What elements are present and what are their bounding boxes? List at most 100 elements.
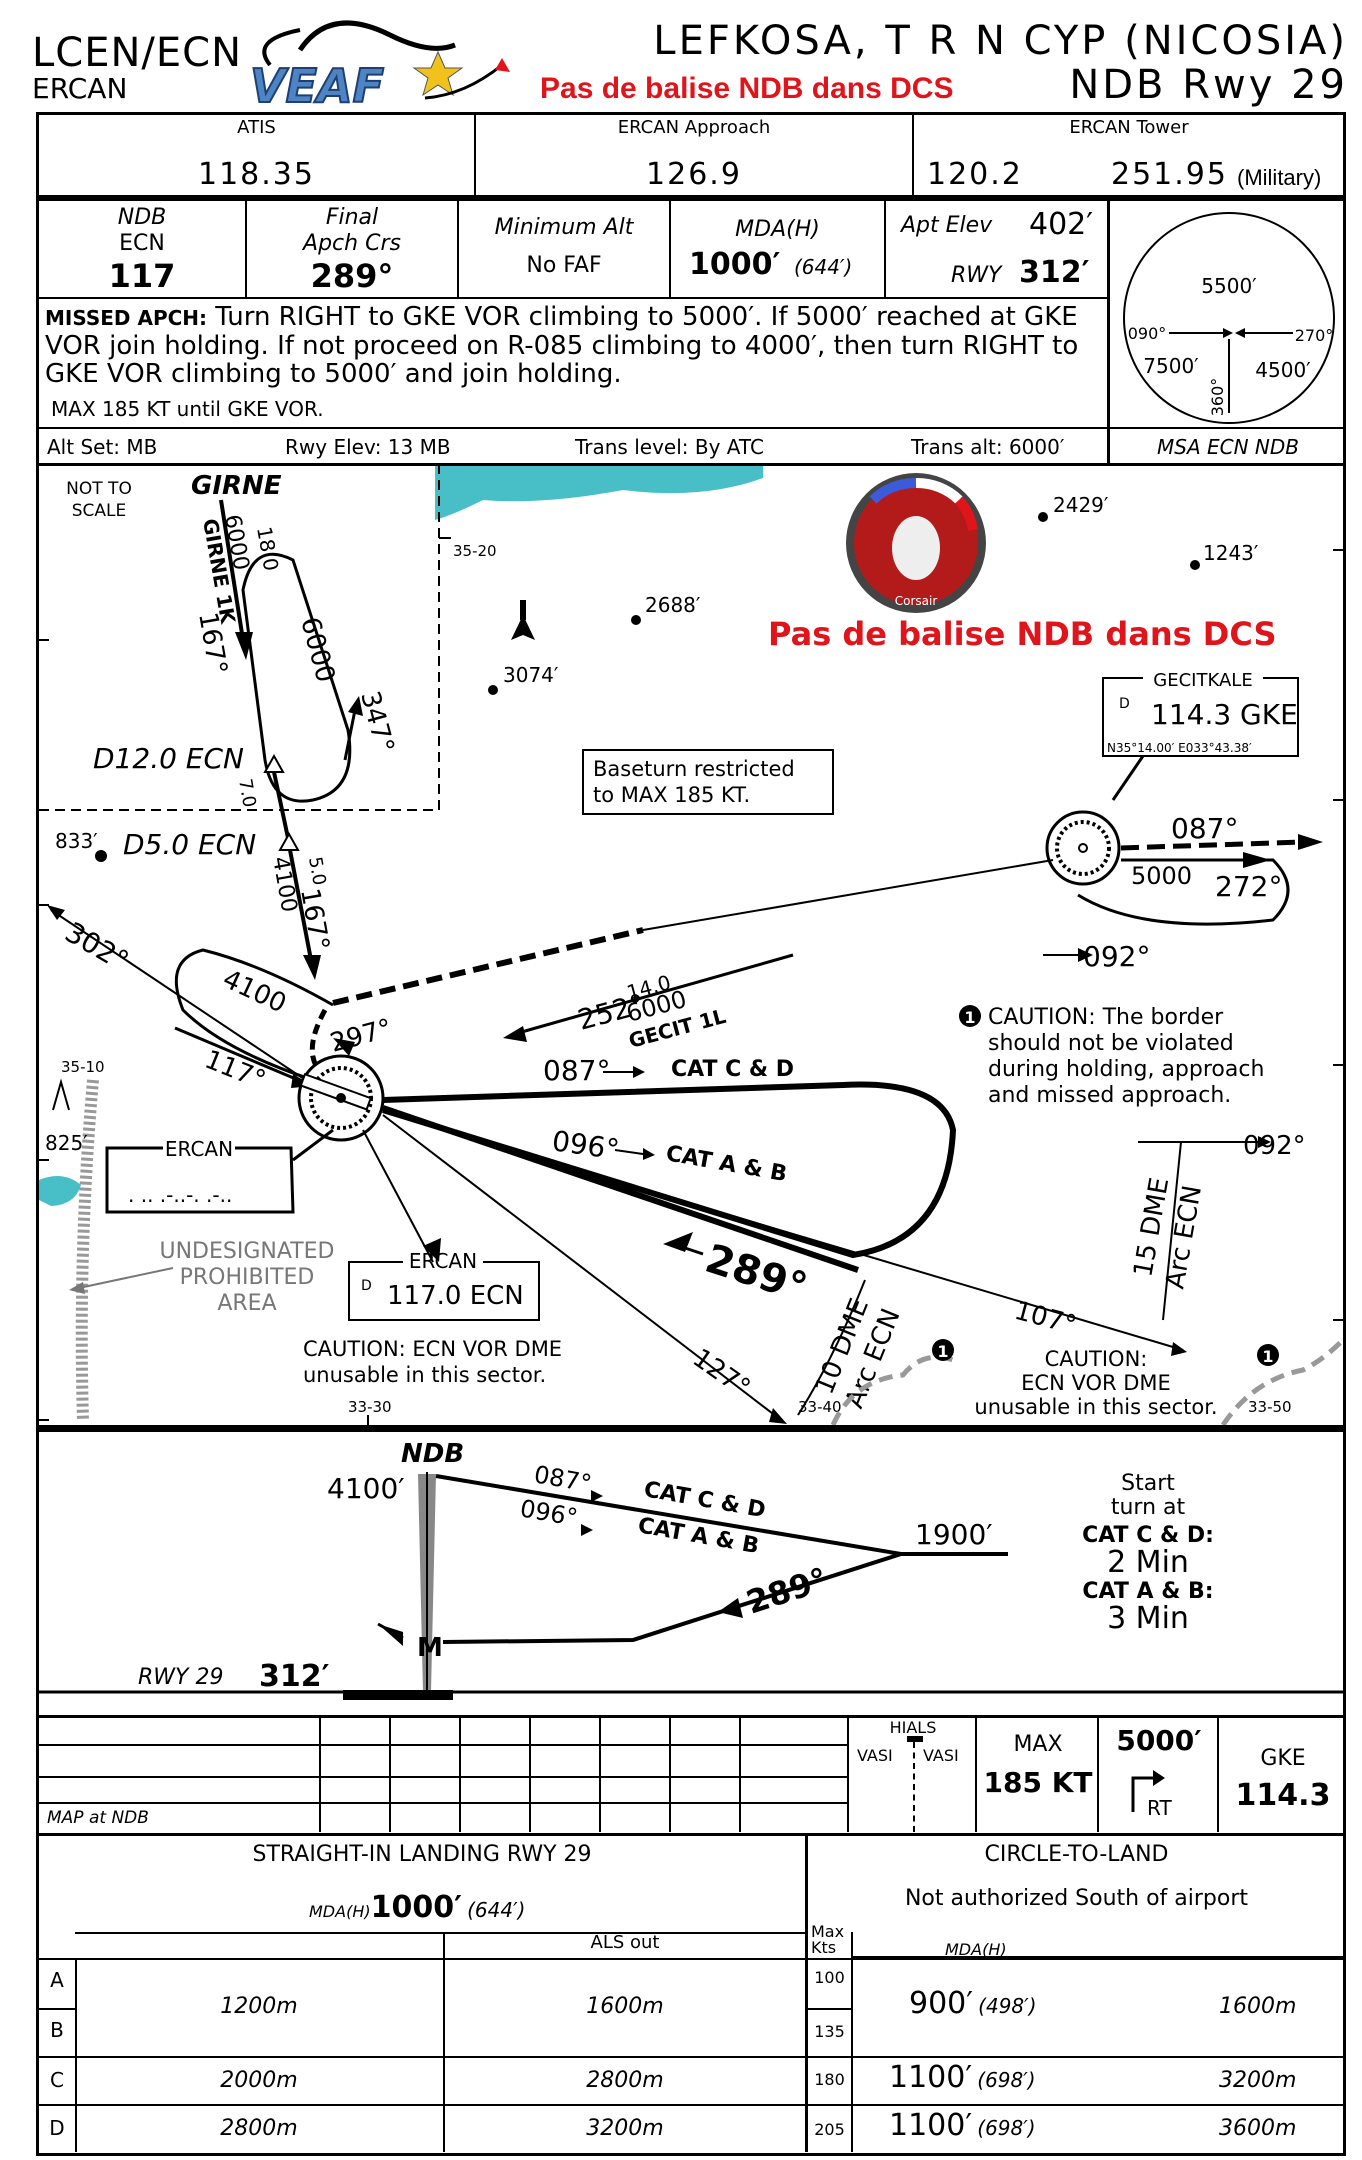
cat-d: D [49,2116,65,2140]
obs-833: 833′ [55,829,98,853]
missed-alt-box: 5000′ RT [1101,1718,1219,1832]
d-circle-mda: 1100′ (698′) [889,2108,1036,2143]
start-cat-ab-time: 3 Min [1107,1601,1189,1636]
msa-brg-270: 270° [1295,326,1334,345]
max-speed-box: MAX 185 KT [979,1718,1099,1832]
obs-3074: 3074′ [503,663,559,687]
tower-freq-1: 120.2 [927,157,1023,192]
kts-c: 180 [814,2070,845,2089]
d-vis-2: 3200m [586,2116,664,2141]
rt-label: RT [1147,1796,1172,1820]
crs-096-ab: 096° [550,1124,621,1166]
alt-5000: 5000 [1131,862,1192,890]
obs-2688: 2688′ [645,593,701,617]
d5-seg: 5.0 [304,855,330,887]
c-circle-vis: 3200m [1219,2068,1297,2093]
profile-rwy-elev: 312′ [259,1659,330,1694]
msa-alt-west: 7500′ [1143,354,1199,378]
vasi-left: VASI [857,1746,893,1765]
straight-mda-value: 1000′ [370,1890,462,1925]
fac-label-2: Apch Crs [303,231,401,256]
crs-167b: 167° [294,886,334,953]
gke-coords: N35°14.00′ E033°43.38′ [1107,741,1252,755]
start-turn-2: turn at [1111,1495,1186,1520]
alt-4100-a: 4100 [267,855,301,914]
minalt-value: No FAF [526,253,602,278]
max-kts-label: Max Kts [811,1922,845,1957]
obstacle-833 [95,850,107,862]
d-circle-vis: 3600m [1219,2116,1297,2141]
d12-seg: 7.0 [234,777,260,809]
crs-087-cd: 087° [543,1054,610,1087]
fac-label-1: Final [325,205,379,230]
airport-id: LCEN/ECN [32,30,243,76]
minimums-table: STRAIGHT-IN LANDING RWY 29 MDA(H)1000′ (… [36,1836,1346,2156]
prohibited-3: AREA [217,1291,276,1316]
kts-a: 100 [814,1968,845,1987]
c-mda-height: (698′) [977,2068,1036,2092]
gke-d: D [1119,696,1130,712]
straight-in-label: STRAIGHT-IN LANDING RWY 29 [252,1842,592,1867]
msa-alt-east: 4500′ [1255,358,1311,382]
ercan-box-label: ERCAN [165,1137,233,1161]
c-vis-2: 2800m [586,2068,664,2093]
caution-num-1: 1 [937,1342,948,1361]
logo-text: VEAF [250,59,384,110]
lon-3340: 33-40 [798,1398,842,1416]
baseturn-line1: Baseturn restricted [593,757,795,781]
chart-subtitle: NDB Rwy 29 [1069,62,1348,108]
c-mda-value: 1100′ [889,2060,973,2095]
caution-num-2: 1 [1262,1347,1273,1366]
missed-label: MISSED APCH: [45,306,208,330]
ndb-label: NDB [117,205,167,230]
max-label: MAX [1013,1732,1063,1757]
trans-level: Trans level: By ATC [575,435,764,459]
profile-view: NDB 4100′ 087° CAT C & D 096° CAT A & B … [36,1428,1346,1718]
cat-b: B [50,2018,64,2042]
crs-092: 092° [1083,940,1150,973]
rwy-elev-label: RWY [951,263,1002,288]
cat-c: C [50,2068,64,2092]
corsair-badge: Corsair [846,473,986,613]
prohibited-1: UNDESIGNATED [160,1239,335,1264]
veaf-logo: VEAF [240,10,510,114]
obs-825: 825′ [45,1131,88,1155]
ndb-freq: 117 [108,257,176,295]
right-turn-icon [1131,1770,1165,1812]
ab-vis-1: 1200m [220,1994,298,2019]
profile-alt-4100: 4100′ [327,1472,405,1505]
crs-092b: 092° [1243,1131,1306,1161]
minalt-label: Minimum Alt [494,215,634,240]
profile-ndb: NDB [401,1439,464,1469]
ab-mda-value: 900′ [909,1986,974,2021]
ecn-vor-symbol [297,1054,385,1142]
cat-ab-label: CAT A & B [664,1141,789,1187]
atis-label: ATIS [237,117,276,138]
hold-6000: 6000 [294,614,340,686]
start-cat-cd-time: 2 Min [1107,1545,1189,1580]
vasi-right: VASI [923,1746,959,1765]
kts-d: 205 [814,2120,845,2139]
msa-brg-090: 090° [1128,324,1167,343]
crs-347: 347° [354,688,399,756]
max-value: 185 KT [983,1766,1093,1799]
caution-border-4: and missed approach. [988,1083,1231,1108]
caution-vor2-1: CAUTION: [1045,1347,1148,1371]
baseturn-line2: to MAX 185 KT. [593,783,750,807]
straight-mda: MDA(H)1000′ (644′) [309,1890,525,1925]
elev-value: 402′ [1029,207,1094,242]
msa-alt-north: 5500′ [1201,274,1257,298]
d-mda-value: 1100′ [889,2108,973,2143]
start-cat-cd: CAT C & D: [1082,1523,1214,1548]
c-circle-mda: 1100′ (698′) [889,2060,1036,2095]
profile-rwy-label: RWY 29 [138,1665,223,1690]
caution-vor1-1: CAUTION: ECN VOR DME [303,1337,562,1361]
gke-box: GKE 114.3 [1221,1718,1345,1832]
lon-3330: 33-30 [348,1398,392,1416]
rwy-elev-value: 312′ [1019,255,1090,290]
ab-circle-vis: 1600m [1219,1994,1297,2019]
msa-brg-360: 360° [1208,378,1227,417]
lon-3350: 33-50 [1248,1398,1292,1416]
caution-border-3: during holding, approach [988,1057,1264,1082]
obs-2429: 2429′ [1053,493,1109,517]
